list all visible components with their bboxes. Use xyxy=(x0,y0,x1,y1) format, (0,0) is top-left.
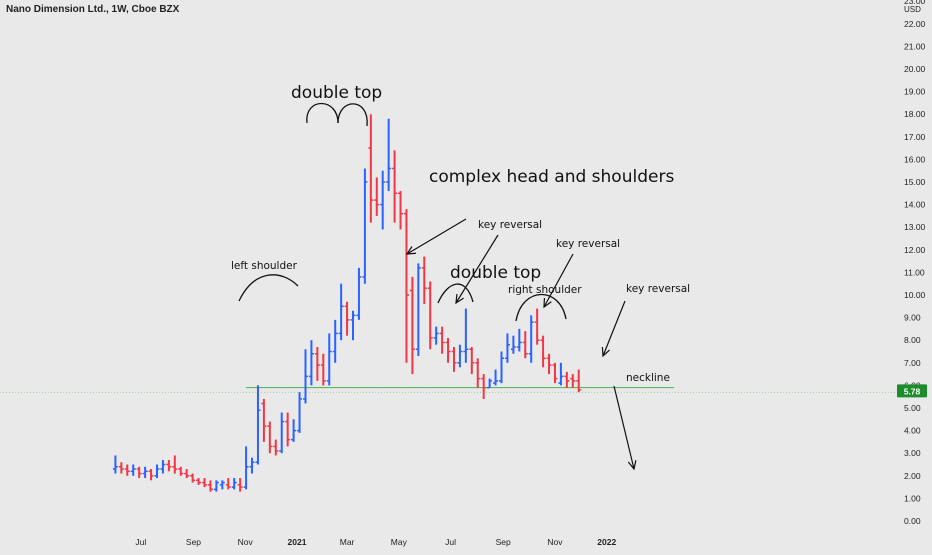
double-top-curve-small[interactable] xyxy=(437,283,474,304)
key-reversal-arrow-3[interactable] xyxy=(543,253,574,308)
y-tick-label: 9.00 xyxy=(904,313,921,323)
last-price-badge xyxy=(897,384,927,398)
right-shoulder-curve[interactable] xyxy=(515,293,567,322)
key-reversal-arrow-2-head xyxy=(455,293,464,305)
x-tick-label: 2021 xyxy=(288,537,307,547)
x-tick-label: Mar xyxy=(340,537,355,547)
x-tick-label: Jul xyxy=(445,537,456,547)
y-tick-label: 5.00 xyxy=(904,403,921,413)
x-tick-label: Sep xyxy=(496,537,511,547)
y-tick-label: 10.00 xyxy=(904,290,926,300)
annotation-complex-head-and-shoulders[interactable]: complex head and shoulders xyxy=(429,167,674,187)
y-tick-label: 16.00 xyxy=(904,154,926,164)
y-tick-label: 17.00 xyxy=(904,132,926,142)
x-tick-label: Nov xyxy=(238,537,254,547)
y-tick-label: 4.00 xyxy=(904,426,921,436)
y-tick-label: 12.00 xyxy=(904,245,926,255)
key-reversal-arrow-2[interactable] xyxy=(455,234,499,304)
key-reversal-arrow-3-head xyxy=(543,297,552,309)
annotation-key-reversal-1[interactable]: key reversal xyxy=(478,219,542,231)
left-shoulder-curve[interactable] xyxy=(238,274,299,302)
breakdown-arrow[interactable] xyxy=(613,385,635,470)
annotation-right-shoulder[interactable]: right shoulder xyxy=(508,284,582,296)
annotation-key-reversal-2[interactable]: key reversal xyxy=(556,238,620,250)
breakdown-arrow-head xyxy=(627,460,637,471)
double-top-curve-right[interactable] xyxy=(337,103,368,127)
key-reversal-arrow-1[interactable] xyxy=(406,218,467,255)
annotation-left-shoulder[interactable]: left shoulder xyxy=(231,260,298,272)
y-tick-label: 2.00 xyxy=(904,471,921,481)
x-tick-label: Nov xyxy=(547,537,563,547)
key-reversal-arrow-1-head xyxy=(405,246,417,255)
annotation-neckline[interactable]: neckline xyxy=(626,372,670,384)
annotation-key-reversal-3[interactable]: key reversal xyxy=(626,283,690,295)
y-tick-label: 22.00 xyxy=(904,19,926,29)
y-tick-label: 11.00 xyxy=(904,267,925,277)
y-tick-label: 23.00 xyxy=(904,0,926,6)
annotation-double-top-second[interactable]: double top xyxy=(450,263,541,283)
x-tick-label: May xyxy=(391,537,408,547)
y-tick-label: 8.00 xyxy=(904,335,921,345)
double-top-curve-left[interactable] xyxy=(306,102,339,124)
y-tick-label: 15.00 xyxy=(904,177,926,187)
key-reversal-arrow-4[interactable] xyxy=(602,300,626,357)
x-tick-label: Jul xyxy=(135,537,146,547)
y-tick-label: 19.00 xyxy=(904,87,926,97)
y-tick-label: 13.00 xyxy=(904,222,926,232)
last-price-label: 5.78 xyxy=(904,386,921,396)
chart-title: Nano Dimension Ltd., 1W, Cboe BZX xyxy=(6,4,180,15)
y-tick-label: 21.00 xyxy=(904,41,926,51)
y-tick-label: 7.00 xyxy=(904,358,921,368)
y-tick-label: 0.00 xyxy=(904,516,921,526)
y-tick-label: 1.00 xyxy=(904,493,921,503)
y-tick-label: 18.00 xyxy=(904,109,926,119)
y-tick-label: 3.00 xyxy=(904,448,921,458)
x-tick-label: Sep xyxy=(186,537,201,547)
currency-label: USD xyxy=(904,5,921,14)
y-tick-label: 14.00 xyxy=(904,200,926,210)
annotation-double-top-main[interactable]: double top xyxy=(291,83,382,103)
y-tick-label: 20.00 xyxy=(904,64,926,74)
x-tick-label: 2022 xyxy=(597,537,616,547)
key-reversal-arrow-4-head xyxy=(601,346,611,358)
